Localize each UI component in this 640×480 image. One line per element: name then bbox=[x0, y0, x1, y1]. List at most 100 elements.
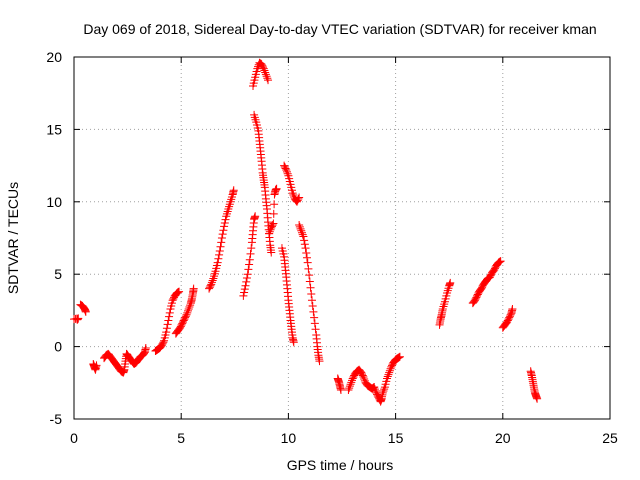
y-tick-label: 15 bbox=[46, 121, 62, 137]
data-point bbox=[259, 64, 268, 73]
data-point bbox=[305, 277, 314, 286]
data-point bbox=[336, 386, 345, 395]
data-point bbox=[189, 284, 198, 293]
data-point bbox=[306, 283, 315, 292]
data-point bbox=[247, 244, 256, 253]
y-tick-label: 5 bbox=[54, 266, 62, 282]
data-point bbox=[73, 315, 82, 324]
data-point bbox=[302, 253, 311, 262]
data-point bbox=[207, 278, 216, 287]
data-point bbox=[245, 260, 254, 269]
y-tick-label: -5 bbox=[50, 411, 63, 427]
x-tick-label: 0 bbox=[70, 430, 78, 446]
data-point bbox=[139, 350, 148, 359]
data-point bbox=[345, 384, 354, 393]
data-point bbox=[386, 364, 395, 373]
data-point bbox=[315, 357, 324, 366]
data-point bbox=[213, 258, 222, 267]
y-axis-label: SDTVAR / TECUs bbox=[5, 182, 21, 294]
data-point bbox=[217, 238, 226, 247]
data-point bbox=[371, 387, 380, 396]
data-point bbox=[385, 368, 394, 377]
data-point bbox=[281, 164, 290, 173]
data-point bbox=[297, 226, 306, 235]
data-point bbox=[359, 373, 368, 382]
data-point bbox=[251, 212, 260, 221]
data-point bbox=[260, 66, 269, 75]
data-point bbox=[296, 224, 305, 233]
data-point bbox=[308, 302, 317, 311]
data-point bbox=[206, 281, 215, 290]
data-point bbox=[269, 219, 278, 228]
data-point bbox=[283, 169, 292, 178]
data-point bbox=[267, 248, 276, 257]
data-point bbox=[295, 193, 304, 202]
data-point bbox=[264, 76, 273, 85]
data-point bbox=[218, 230, 227, 239]
data-point bbox=[239, 291, 248, 300]
data-point bbox=[242, 277, 251, 286]
data-point bbox=[370, 383, 379, 392]
data-point bbox=[156, 343, 165, 352]
data-point bbox=[229, 186, 238, 195]
plot-frame bbox=[73, 56, 611, 420]
data-point bbox=[311, 325, 320, 334]
data-point bbox=[262, 72, 271, 81]
data-point bbox=[298, 230, 307, 239]
data-point bbox=[185, 303, 194, 312]
data-point bbox=[241, 281, 250, 290]
x-tick-label: 25 bbox=[602, 430, 618, 446]
data-point bbox=[244, 265, 253, 274]
data-point bbox=[469, 298, 478, 307]
data-point bbox=[300, 240, 309, 249]
data-point bbox=[186, 301, 195, 310]
data-point bbox=[208, 276, 217, 285]
data-point bbox=[294, 194, 303, 203]
data-point bbox=[344, 386, 353, 395]
data-point bbox=[295, 222, 304, 231]
data-point bbox=[162, 324, 171, 333]
data-point bbox=[302, 248, 311, 257]
data-point bbox=[297, 228, 306, 237]
data-point bbox=[266, 225, 275, 234]
data-point bbox=[282, 167, 291, 176]
data-point bbox=[345, 382, 354, 391]
data-point bbox=[265, 227, 274, 236]
data-point bbox=[242, 274, 251, 283]
x-tick-labels: 0 5 10 15 20 25 bbox=[70, 430, 618, 446]
data-point bbox=[310, 319, 319, 328]
data-point bbox=[385, 366, 394, 375]
data-point bbox=[215, 250, 224, 259]
data-point bbox=[165, 308, 174, 317]
data-point bbox=[217, 234, 226, 242]
data-point bbox=[240, 285, 249, 294]
data-point bbox=[174, 325, 183, 334]
data-point bbox=[243, 270, 252, 279]
data-point bbox=[309, 307, 318, 316]
data-point bbox=[360, 374, 369, 383]
data-point bbox=[272, 184, 281, 193]
x-axis-label: GPS time / hours bbox=[287, 457, 394, 473]
data-point bbox=[370, 385, 379, 394]
data-point bbox=[533, 394, 542, 403]
data-point bbox=[380, 385, 389, 394]
data-point bbox=[358, 371, 367, 380]
y-tick-label: 20 bbox=[46, 49, 62, 65]
data-markers bbox=[70, 58, 542, 406]
data-point bbox=[299, 232, 308, 241]
data-point bbox=[307, 296, 316, 305]
data-point bbox=[295, 220, 304, 229]
x-tick-label: 20 bbox=[495, 430, 511, 446]
data-point bbox=[346, 380, 355, 389]
data-point bbox=[288, 189, 297, 198]
data-point bbox=[92, 361, 101, 370]
data-point bbox=[496, 257, 505, 266]
data-point bbox=[183, 308, 192, 317]
data-point bbox=[270, 200, 279, 209]
data-point bbox=[304, 264, 313, 273]
data-point bbox=[181, 312, 190, 321]
data-point bbox=[268, 220, 277, 229]
data-point bbox=[508, 304, 517, 313]
data-point bbox=[162, 328, 171, 337]
data-point bbox=[81, 307, 90, 316]
